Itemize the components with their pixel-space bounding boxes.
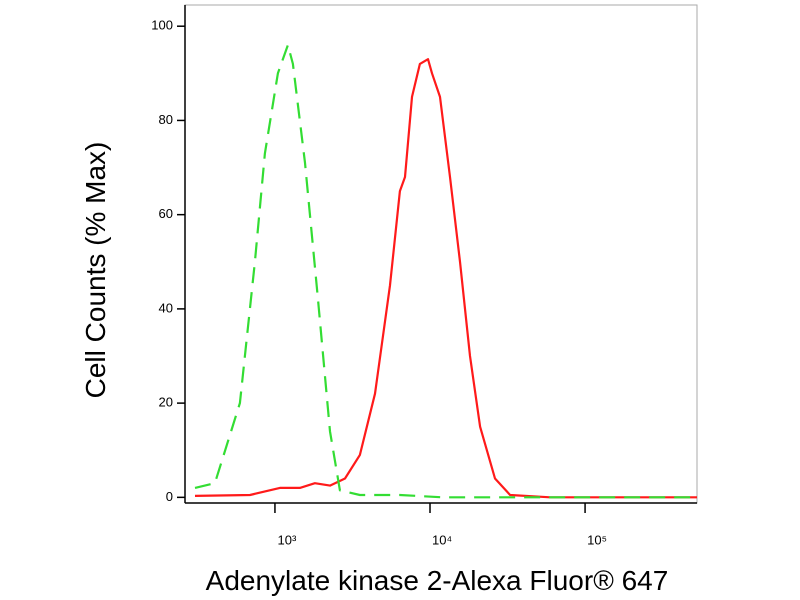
plot-frame: [184, 4, 698, 504]
x-tick-label: 10⁵: [587, 532, 607, 547]
y-tick-label: 40: [159, 300, 173, 315]
x-tick-label: 10⁴: [432, 532, 452, 547]
y-tick-label: 80: [159, 112, 173, 127]
y-tick-label: 0: [166, 489, 173, 504]
x-axis-label: Adenylate kinase 2-Alexa Fluor® 647: [206, 565, 669, 596]
y-axis-label: Cell Counts (% Max): [80, 142, 111, 399]
series-line: [194, 58, 697, 499]
y-tick-label: 60: [159, 206, 173, 221]
y-tick-label: 100: [151, 18, 173, 33]
y-tick-label: 20: [159, 395, 173, 410]
series-line: [194, 43, 697, 499]
x-tick-label: 10³: [278, 532, 297, 547]
